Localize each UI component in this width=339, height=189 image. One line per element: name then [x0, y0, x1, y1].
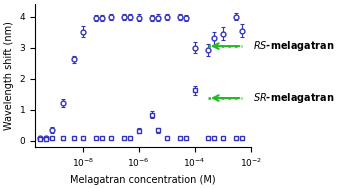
Y-axis label: Wavelength shift (nm): Wavelength shift (nm)	[4, 21, 14, 130]
Text: $\it{SR}$-melagatran: $\it{SR}$-melagatran	[253, 91, 334, 105]
Text: $\it{RS}$-melagatran: $\it{RS}$-melagatran	[253, 39, 334, 53]
X-axis label: Melagatran concentration (M): Melagatran concentration (M)	[70, 175, 216, 185]
